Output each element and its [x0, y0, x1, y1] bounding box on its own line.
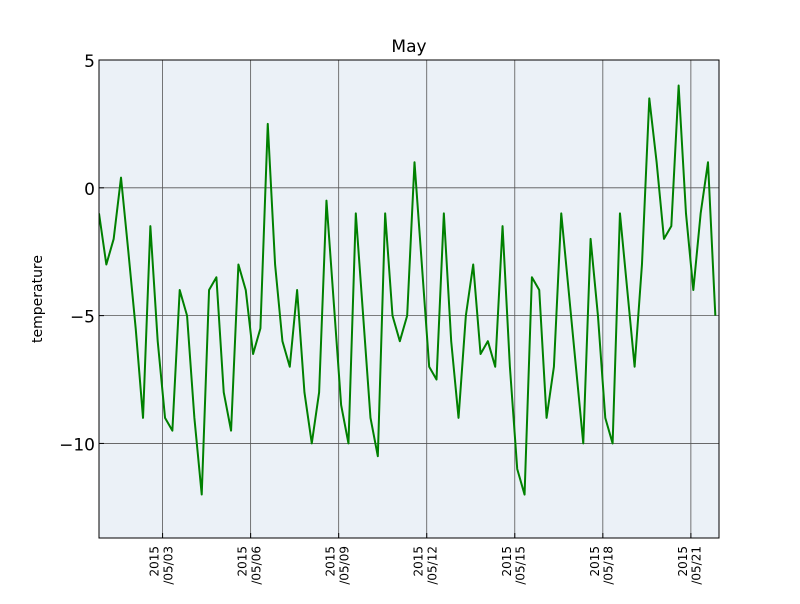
x-tick-label: 2015/05/06: [236, 546, 264, 585]
y-tick-label: −10: [59, 435, 95, 455]
x-tick-label: 2015/05/03: [148, 546, 176, 585]
x-tick-label: 2015/05/15: [500, 546, 528, 585]
y-tick-label: 5: [84, 52, 95, 72]
y-axis-label: temperature: [30, 255, 46, 343]
x-tick-label: 2015/05/09: [324, 546, 352, 585]
chart-title: May: [391, 37, 426, 57]
plot-area: [99, 84, 717, 496]
y-tick-label: 0: [84, 180, 95, 200]
x-tick-label: 2015/05/12: [412, 546, 440, 585]
y-tick-label: −5: [70, 308, 95, 328]
plot-background: [99, 60, 719, 538]
plot-frame: [98, 59, 720, 539]
x-tick-label: 2015/05/21: [676, 546, 704, 585]
x-tick-label: 2015/05/18: [588, 546, 616, 585]
temperature-line: [99, 84, 717, 496]
